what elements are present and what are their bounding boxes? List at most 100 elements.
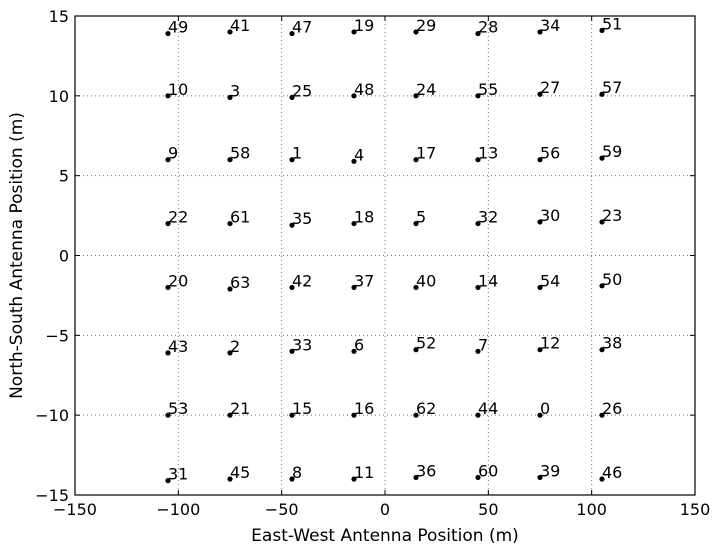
antenna-label: 6 <box>354 335 364 354</box>
antenna-point <box>351 476 357 482</box>
antenna-point <box>537 29 543 35</box>
antenna-point <box>165 157 171 163</box>
antenna-label: 7 <box>478 335 488 354</box>
antenna-label: 9 <box>168 144 178 163</box>
antenna-point <box>599 476 605 482</box>
antenna-point <box>413 474 419 481</box>
antenna-point <box>351 348 357 354</box>
antenna-point <box>351 93 357 99</box>
antenna-label: 19 <box>354 16 374 35</box>
x-tick-label: 0 <box>380 500 390 519</box>
antenna-point <box>165 284 171 291</box>
antenna-point <box>165 350 171 356</box>
antenna-point <box>289 30 295 37</box>
antenna-point <box>413 93 419 99</box>
antenna-point <box>165 30 171 37</box>
y-tick-label: −10 <box>35 406 69 425</box>
antenna-point <box>475 157 481 163</box>
antenna-point <box>475 30 481 37</box>
x-tick-label: −100 <box>156 500 200 519</box>
antenna-label: 49 <box>168 18 188 37</box>
antenna-point <box>351 284 357 291</box>
antenna-point <box>537 347 543 353</box>
antenna-point <box>599 219 605 225</box>
antenna-label: 25 <box>292 81 312 100</box>
antenna-point <box>475 412 481 418</box>
antenna-label: 37 <box>354 271 374 290</box>
antenna-label: 3 <box>230 81 240 100</box>
antenna-label: 44 <box>478 399 498 418</box>
antenna-point <box>165 412 171 418</box>
antenna-label: 45 <box>230 463 250 482</box>
antenna-label: 10 <box>168 80 188 99</box>
y-tick-label: 15 <box>49 7 69 26</box>
antenna-label: 46 <box>602 463 622 482</box>
antenna-point <box>475 93 481 99</box>
antenna-label: 47 <box>292 18 312 37</box>
antenna-label: 58 <box>230 144 250 163</box>
antenna-label: 4 <box>354 145 364 164</box>
antenna-label: 17 <box>416 144 436 163</box>
antenna-label: 54 <box>540 271 560 290</box>
antenna-label: 11 <box>354 463 374 482</box>
antenna-label: 5 <box>416 208 426 227</box>
antenna-label: 30 <box>540 206 560 225</box>
antenna-point <box>289 284 295 291</box>
antenna-point <box>289 94 295 101</box>
antenna-point <box>413 157 419 163</box>
antenna-point <box>537 412 543 418</box>
antenna-label: 52 <box>416 334 436 353</box>
antenna-label: 57 <box>602 78 622 97</box>
antenna-label: 61 <box>230 208 250 227</box>
x-tick-label: −150 <box>53 500 97 519</box>
antenna-point <box>165 220 171 227</box>
antenna-point <box>599 347 605 353</box>
y-axis-label: North-South Antenna Position (m) <box>7 112 27 399</box>
antenna-label: 32 <box>478 208 498 227</box>
antenna-label: 62 <box>416 399 436 418</box>
antenna-point <box>351 158 357 164</box>
antenna-label: 53 <box>168 399 188 418</box>
antenna-point <box>475 348 481 354</box>
antenna-label: 1 <box>292 144 302 163</box>
antenna-label: 39 <box>540 461 560 480</box>
antenna-label: 8 <box>292 463 302 482</box>
antenna-point <box>475 284 481 291</box>
antenna-point <box>413 347 419 353</box>
antenna-label: 2 <box>230 337 240 356</box>
antenna-label: 15 <box>292 399 312 418</box>
antenna-label: 21 <box>230 399 250 418</box>
antenna-point <box>599 91 605 97</box>
antenna-point <box>599 283 605 289</box>
antenna-point <box>413 29 419 35</box>
antenna-label: 55 <box>478 80 498 99</box>
antenna-point <box>227 94 233 101</box>
y-tick-label: 10 <box>49 87 69 106</box>
antenna-label: 34 <box>540 16 560 35</box>
antenna-point <box>289 222 295 228</box>
antenna-point <box>227 476 233 482</box>
y-tick-label: 5 <box>59 167 69 186</box>
antenna-label: 38 <box>602 334 622 353</box>
x-tick-label: 150 <box>680 500 711 519</box>
antenna-point <box>413 220 419 227</box>
antenna-label: 56 <box>540 144 560 163</box>
antenna-label: 35 <box>292 209 312 228</box>
antenna-label: 18 <box>354 208 374 227</box>
antenna-label: 20 <box>168 271 188 290</box>
antenna-point <box>413 284 419 291</box>
antenna-point <box>289 157 295 163</box>
x-axis-label: East-West Antenna Position (m) <box>251 526 519 546</box>
y-tick-label: −15 <box>35 486 69 505</box>
antenna-label: 27 <box>540 78 560 97</box>
antenna-label: 12 <box>540 334 560 353</box>
antenna-point <box>165 93 171 99</box>
x-tick-label: 100 <box>576 500 607 519</box>
antenna-label: 63 <box>230 273 250 292</box>
antenna-label: 24 <box>416 80 436 99</box>
antenna-point <box>599 155 605 161</box>
antenna-point <box>351 220 357 227</box>
antenna-point <box>289 348 295 354</box>
